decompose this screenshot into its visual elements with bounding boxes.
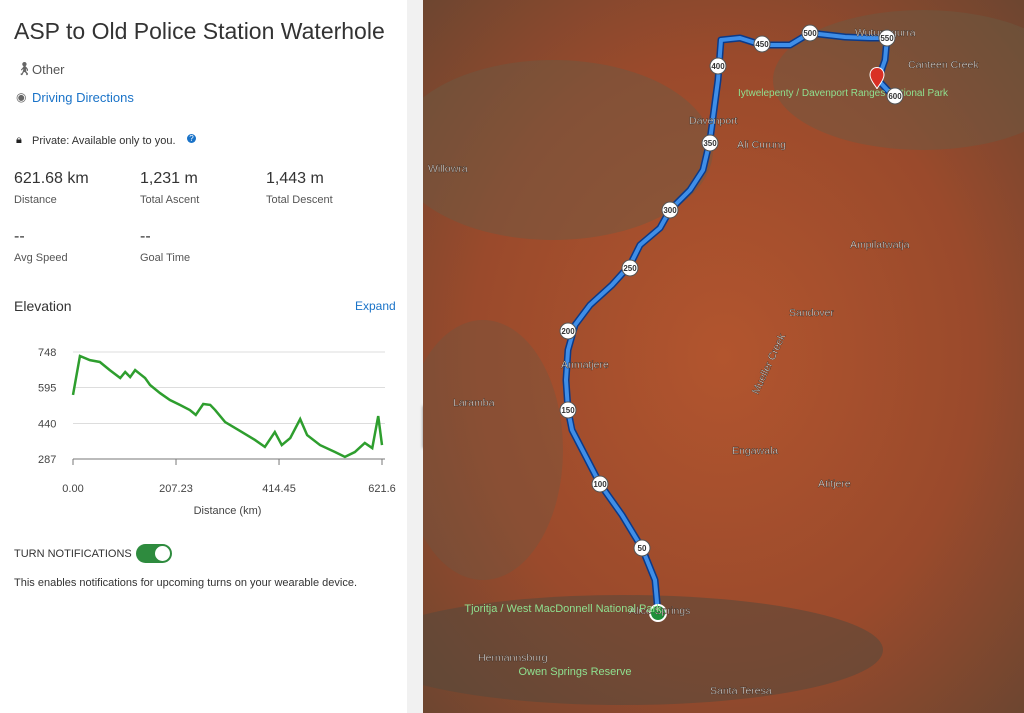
route-marker (701, 134, 719, 152)
activity-icon: 🚶︎ (16, 61, 33, 76)
lock-icon: 🔒︎ (16, 134, 22, 146)
park-label: Iytwelepenty / Davenport Ranges National… (738, 88, 949, 99)
route-marker-label: 550 (880, 34, 894, 43)
route-marker (878, 29, 896, 47)
stat-label: Avg Speed (14, 252, 68, 264)
stat-label: Total Ascent (140, 194, 200, 206)
route-marker (661, 201, 679, 219)
stat-label: Distance (14, 194, 57, 206)
x-tick-label: 0.00 (62, 483, 83, 495)
route-marker-label: 300 (663, 206, 677, 215)
terrain (423, 320, 563, 580)
route-marker-label: 50 (638, 544, 647, 553)
turn-description: This enables notifications for upcoming … (14, 577, 358, 589)
terrain (423, 595, 883, 705)
route-marker-label: 200 (561, 327, 575, 336)
y-tick-label: 748 (38, 347, 56, 359)
toggle[interactable] (136, 544, 172, 563)
place-label: Santa Teresa (710, 685, 772, 697)
route-marker (559, 401, 577, 419)
x-tick-label: 207.23 (159, 483, 193, 495)
route-marker (801, 24, 819, 42)
place-label: Hermannsburg (478, 652, 548, 664)
directions-link[interactable]: Driving Directions (32, 90, 134, 105)
route-marker-label: 350 (703, 139, 717, 148)
x-tick-label: 621.6 (368, 483, 396, 495)
help-icon[interactable]: ? (187, 134, 196, 143)
end-marker[interactable] (869, 67, 885, 90)
turn-label: TURN NOTIFICATIONS (14, 548, 132, 560)
route-marker-label: 500 (803, 29, 817, 38)
route-marker (753, 35, 771, 53)
place-label: Alice Springs (629, 605, 690, 617)
y-tick-label: 595 (38, 383, 56, 395)
place-label: Sandover (789, 307, 834, 319)
park-label: Tjoritja / West MacDonnell National Park (464, 603, 662, 615)
y-tick-label: 440 (38, 418, 56, 430)
place-label: Willowra (428, 163, 468, 175)
route-marker-label: 600 (888, 92, 902, 101)
place-label: Davenport (689, 115, 738, 127)
side-panel: ASP to Old Police Station Waterhole 🚶︎ O… (0, 0, 407, 713)
place-label: Ampilatwatja (850, 239, 910, 251)
route-marker-label: 250 (623, 264, 637, 273)
route-marker (559, 322, 577, 340)
stat-value: 1,443 m (266, 170, 324, 187)
stat-value: -- (14, 228, 25, 245)
route-marker-label: 400 (711, 62, 725, 71)
y-tick-label: 287 (38, 454, 56, 466)
x-tick-label: 414.45 (262, 483, 296, 495)
stat-value: 1,231 m (140, 170, 198, 187)
divider (407, 0, 423, 713)
stat-label: Total Descent (266, 194, 333, 206)
place-label: Atitjere (818, 478, 851, 490)
route-marker (886, 87, 904, 105)
route-marker-label: 100 (593, 480, 607, 489)
elevation-chart: 287 440 595 748 0.00 207.23 414.45 621.6 Distanc… (38, 347, 396, 517)
x-axis-label: Distance (km) (194, 505, 262, 517)
place-label: Ali Curung (737, 139, 786, 151)
stat-value: -- (140, 228, 151, 245)
start-marker[interactable] (649, 604, 667, 622)
elevation-title: Elevation (14, 298, 72, 314)
place-label: Engawala (732, 445, 778, 457)
place-label: Canteen Creek (908, 59, 979, 71)
route-marker (709, 57, 727, 75)
privacy: Private: Available only to you. (32, 135, 176, 147)
route-marker (591, 475, 609, 493)
route-marker-label: 150 (561, 406, 575, 415)
stat-label: Goal Time (140, 252, 191, 264)
expand-link[interactable]: Expand (355, 299, 396, 313)
route-marker (621, 259, 639, 277)
map-background (423, 0, 1024, 713)
map: Willowra Davenport Ali Curung Canteen Creek… (423, 0, 1024, 713)
park-label: Owen Springs Reserve (518, 666, 631, 678)
activity-type: Other (32, 62, 65, 77)
pin-icon: ◉ (16, 90, 27, 104)
route-marker (633, 539, 651, 557)
route-title: ASP to Old Police Station Waterhole (14, 18, 385, 44)
terrain (423, 60, 713, 240)
route-marker-label: 450 (755, 40, 769, 49)
stat-value: 621.68 km (14, 170, 89, 187)
terrain (773, 10, 1024, 150)
elevation-line (71, 354, 384, 459)
place-label: Laramba (453, 397, 495, 409)
place-label: Anmatjere (561, 359, 609, 371)
